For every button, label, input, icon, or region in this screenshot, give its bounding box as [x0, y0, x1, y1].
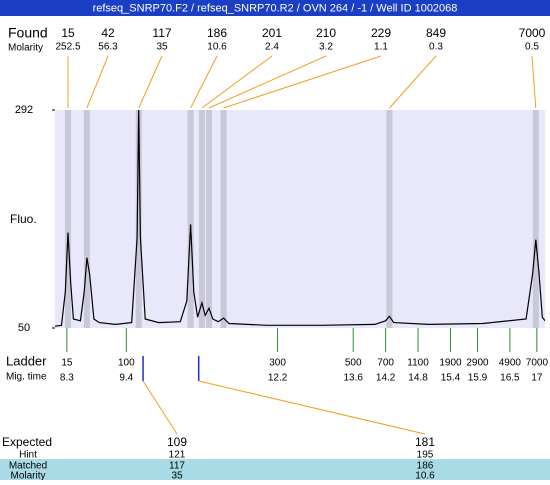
ladder-time: 17 — [531, 373, 543, 384]
table-cell: 109 — [167, 435, 187, 449]
found-size: 7000 — [519, 26, 546, 40]
table-highlight — [0, 459, 550, 480]
found-size: 210 — [316, 26, 336, 40]
row-label: Expected — [2, 435, 52, 449]
found-molarity: 1.1 — [374, 42, 388, 53]
found-molarity: 10.6 — [207, 42, 227, 53]
peak-connector — [532, 56, 536, 108]
molarity-label: Molarity — [8, 43, 43, 54]
peak-band — [221, 110, 227, 328]
table-cell: 181 — [415, 435, 435, 449]
expected-connector — [199, 381, 425, 434]
peak-connector — [209, 56, 326, 108]
ladder-time: 14.2 — [376, 373, 396, 384]
y-tick-label: 292 — [15, 104, 33, 116]
y-tick-label: 50 — [18, 322, 30, 334]
table-cell: 121 — [169, 450, 186, 461]
peak-connector — [202, 56, 272, 108]
ladder-time: 15.9 — [468, 373, 488, 384]
peak-band — [206, 110, 212, 328]
plot-area — [55, 110, 545, 328]
found-size: 186 — [207, 26, 227, 40]
table-cell: 195 — [417, 450, 434, 461]
table-cell: 35 — [171, 471, 183, 480]
found-molarity: 2.4 — [265, 42, 279, 53]
found-size: 42 — [101, 26, 115, 40]
ladder-time: 15.4 — [441, 373, 461, 384]
peak-band — [386, 110, 392, 328]
ladder-size: 100 — [118, 358, 135, 369]
found-size: 117 — [152, 26, 171, 40]
peak-connector — [87, 56, 108, 108]
ladder-time: 12.2 — [268, 373, 288, 384]
peak-band — [65, 110, 71, 328]
ladder-size: 4900 — [499, 358, 522, 369]
ladder-size: 7000 — [526, 358, 549, 369]
found-size: 229 — [371, 26, 391, 40]
row-label: Hint — [19, 450, 37, 461]
ladder-time: 8.3 — [60, 373, 74, 384]
found-molarity: 56.3 — [98, 42, 118, 53]
peak-band — [199, 110, 205, 328]
found-label: Found — [8, 25, 48, 41]
found-size: 15 — [61, 26, 75, 40]
found-molarity: 0.5 — [525, 42, 539, 53]
found-molarity: 0.3 — [429, 42, 443, 53]
ladder-size: 300 — [269, 358, 286, 369]
peak-band — [533, 110, 539, 328]
found-molarity: 252.5 — [55, 42, 80, 53]
ladder-time: 16.5 — [500, 373, 520, 384]
ladder-time: 9.4 — [119, 373, 133, 384]
peak-connector — [139, 56, 162, 108]
ladder-size: 1100 — [407, 358, 429, 369]
found-molarity: 35 — [156, 42, 168, 53]
peak-connector — [389, 56, 436, 108]
peak-band — [188, 110, 194, 328]
ladder-size: 2900 — [466, 358, 489, 369]
ladder-size: 15 — [61, 358, 73, 369]
table-cell: 10.6 — [415, 471, 435, 480]
header-title: refseq_SNRP70.F2 / refseq_SNRP70.R2 / OV… — [93, 2, 458, 14]
row-label: Molarity — [10, 471, 45, 480]
found-size: 849 — [426, 26, 446, 40]
found-size: 201 — [262, 26, 282, 40]
y-label: Fluo. — [10, 212, 37, 226]
migtime-label: Mig. time — [6, 372, 47, 383]
peak-connector — [224, 56, 381, 108]
peak-band — [84, 110, 90, 328]
ladder-size: 1900 — [439, 358, 462, 369]
ladder-size: 700 — [377, 358, 394, 369]
ladder-time: 14.8 — [408, 373, 428, 384]
ladder-label: Ladder — [6, 353, 47, 368]
ladder-size: 500 — [345, 358, 362, 369]
ladder-time: 13.6 — [343, 373, 363, 384]
expected-connector — [143, 381, 177, 434]
found-molarity: 3.2 — [319, 42, 333, 53]
